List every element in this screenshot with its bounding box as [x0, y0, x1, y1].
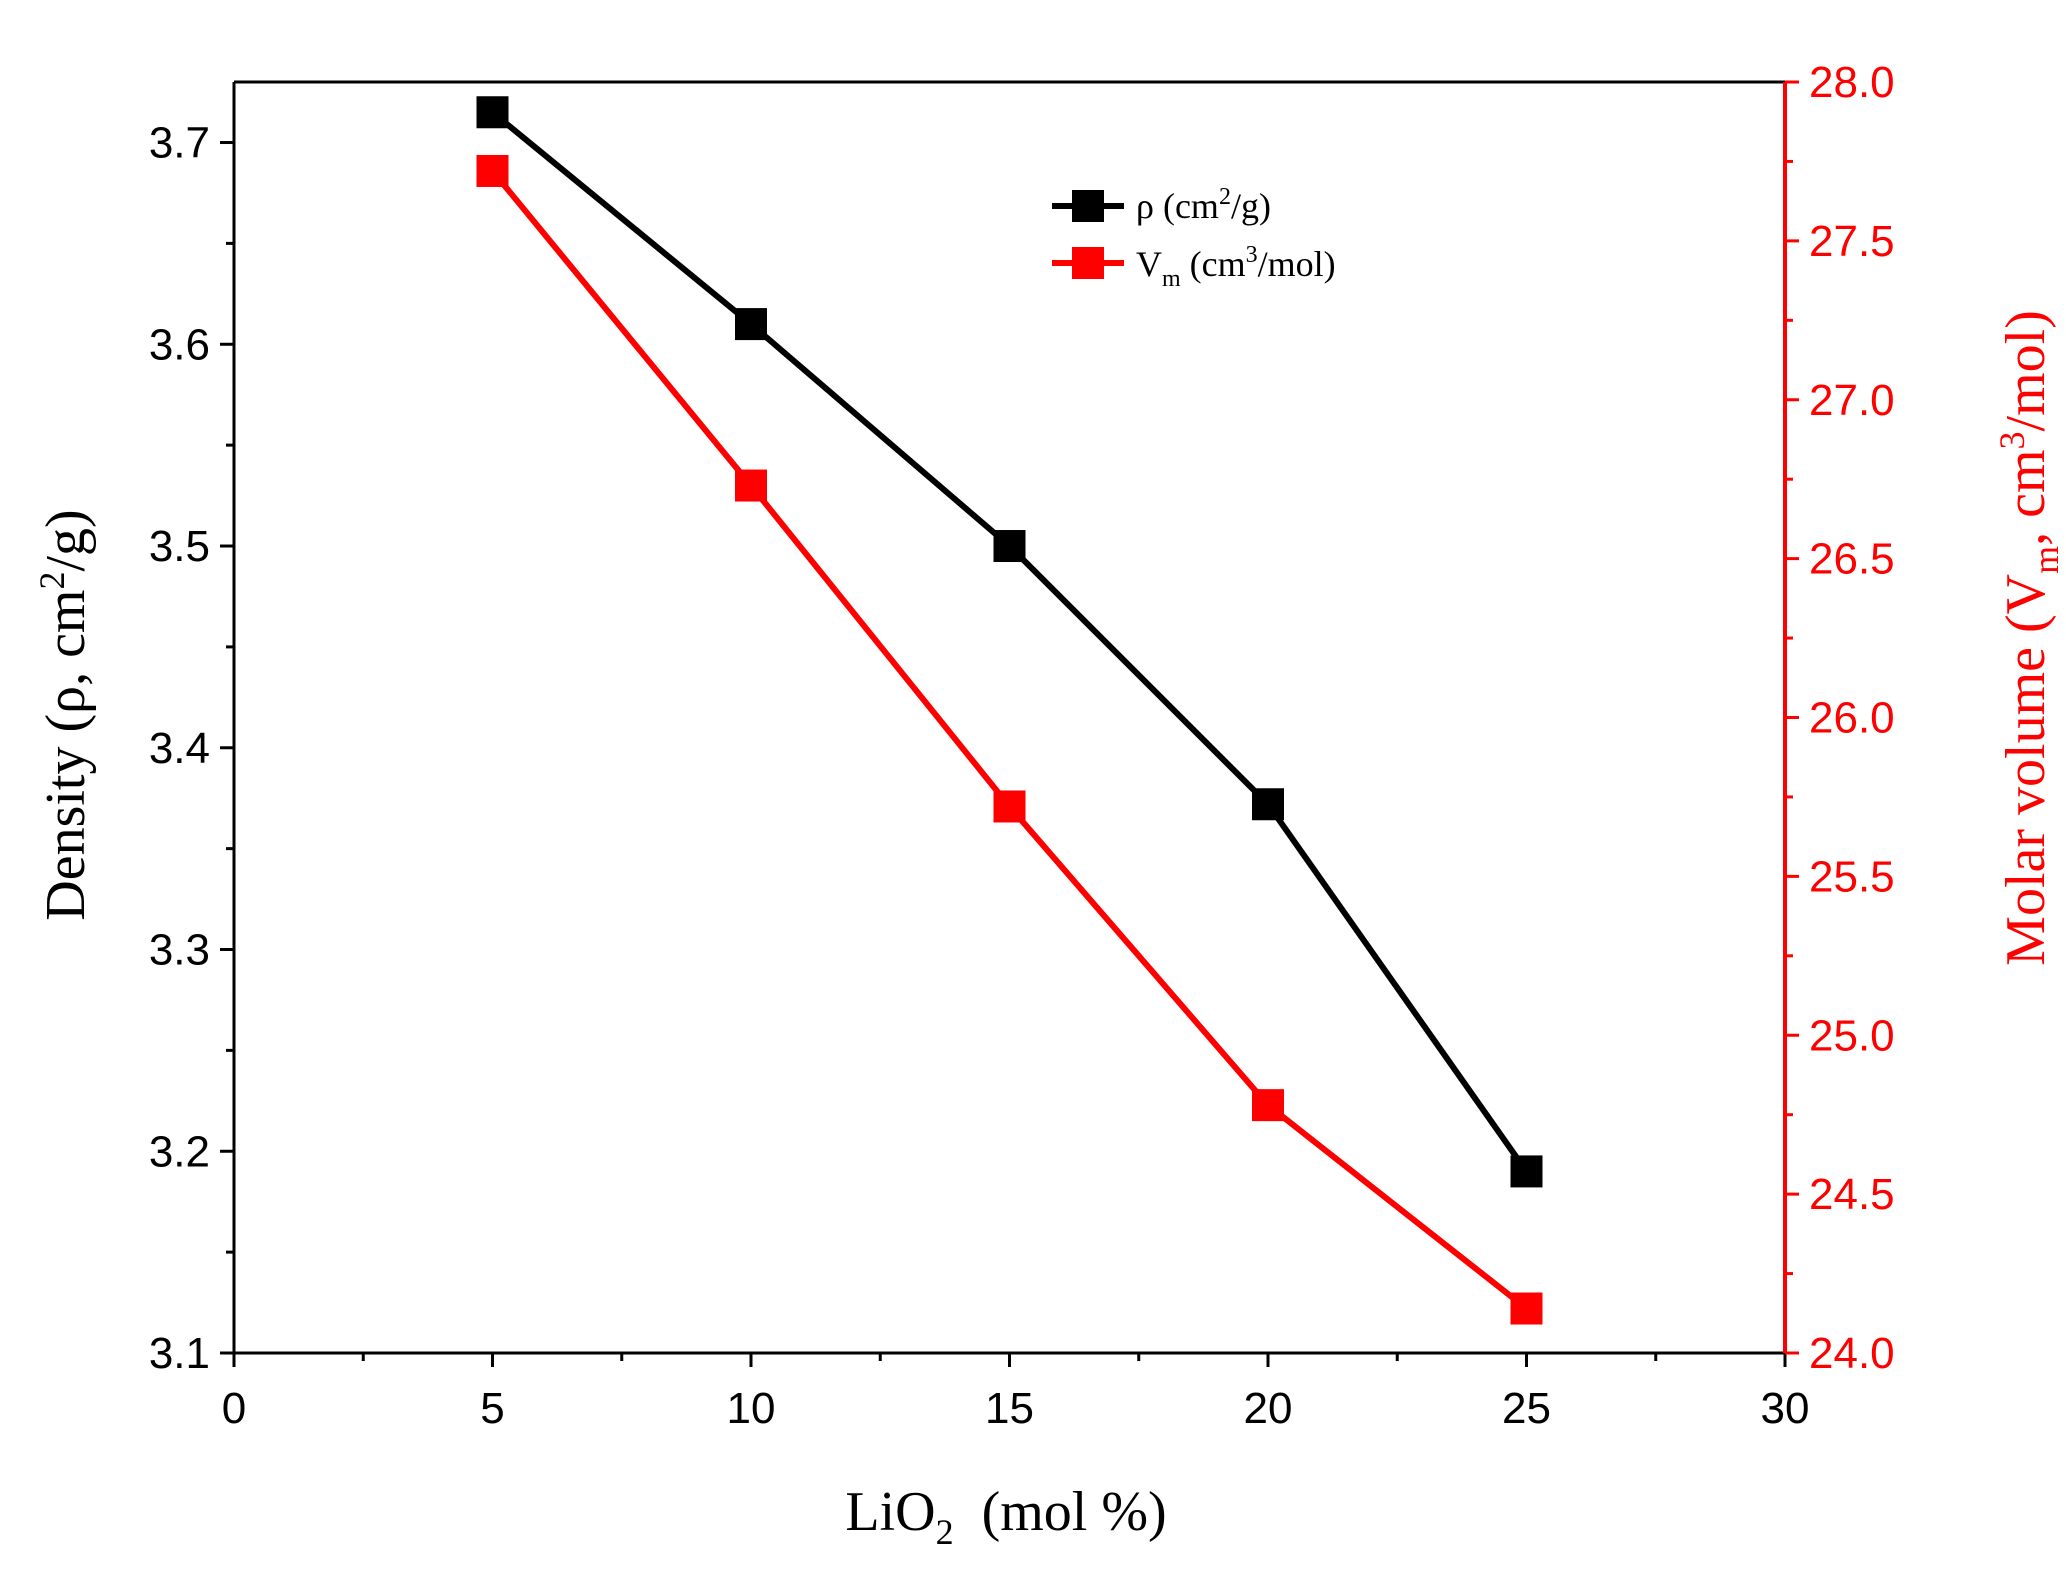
right-y-tick-label: 25.0 [1809, 1011, 1895, 1060]
right-y-tick-label: 24.5 [1809, 1170, 1895, 1219]
left-y-tick-label: 3.1 [149, 1329, 210, 1378]
x-axis-title: LiO2 (mol %) [845, 1481, 1166, 1552]
right-y-tick-label: 27.5 [1809, 217, 1895, 266]
density-point [735, 308, 767, 341]
right-y-tick-label: 25.5 [1809, 852, 1895, 901]
left-y-tick-label: 3.7 [149, 119, 210, 168]
legend-molar-volume-marker [1072, 247, 1104, 279]
density-line [490, 109, 1529, 1174]
left-y-axis-title: Density (ρ, cm2/g) [32, 509, 97, 920]
left-y-tick-label: 3.5 [149, 522, 210, 571]
x-tick-label: 15 [985, 1384, 1034, 1433]
x-tick-label: 25 [1502, 1384, 1551, 1433]
left-y-tick-label: 3.2 [149, 1127, 210, 1176]
left-y-axis: 3.1 3.2 3.3 3.4 3.5 3.6 3.7 [149, 119, 234, 1378]
x-tick-label: 30 [1761, 1384, 1810, 1433]
right-y-tick-label: 24.0 [1809, 1329, 1895, 1378]
right-y-axis-title: Molar volume (Vm, cm3/mol) [1992, 310, 2066, 966]
molar-volume-point [1510, 1292, 1543, 1325]
x-axis: 0 5 10 15 20 25 30 [222, 1353, 1810, 1433]
right-y-tick-label: 26.0 [1809, 694, 1895, 743]
series-layer [476, 96, 1543, 1325]
molar-volume-point [1252, 1089, 1284, 1122]
density-point [476, 96, 509, 129]
density-point [1252, 788, 1284, 821]
molar-volume-point [993, 790, 1026, 823]
right-y-tick-label: 28.0 [1809, 58, 1895, 107]
right-y-tick-label: 27.0 [1809, 376, 1895, 425]
legend: ρ (cm2/g) Vm (cm3/mol) [1052, 184, 1336, 292]
molar-volume-point [476, 154, 509, 187]
right-y-tick-label: 26.5 [1809, 535, 1895, 584]
x-tick-label: 5 [480, 1384, 504, 1433]
legend-molar-volume-label: Vm (cm3/mol) [1136, 242, 1336, 292]
molar-volume-point [735, 469, 767, 502]
left-y-tick-label: 3.4 [149, 724, 210, 773]
legend-density-marker [1072, 190, 1104, 222]
density-point [1510, 1155, 1543, 1188]
left-y-tick-label: 3.6 [149, 320, 210, 369]
x-tick-label: 10 [727, 1384, 776, 1433]
x-tick-label: 20 [1244, 1384, 1293, 1433]
molar-volume-line [490, 169, 1529, 1311]
left-y-tick-label: 3.3 [149, 926, 210, 975]
x-tick-label: 0 [222, 1384, 246, 1433]
density-point [993, 530, 1026, 563]
legend-density-label: ρ (cm2/g) [1136, 184, 1271, 226]
right-y-axis: 24.0 24.5 25.0 25.5 26.0 26.5 27.0 27.5 28.0 [1785, 58, 1895, 1378]
plot-frame [232, 80, 1787, 1355]
